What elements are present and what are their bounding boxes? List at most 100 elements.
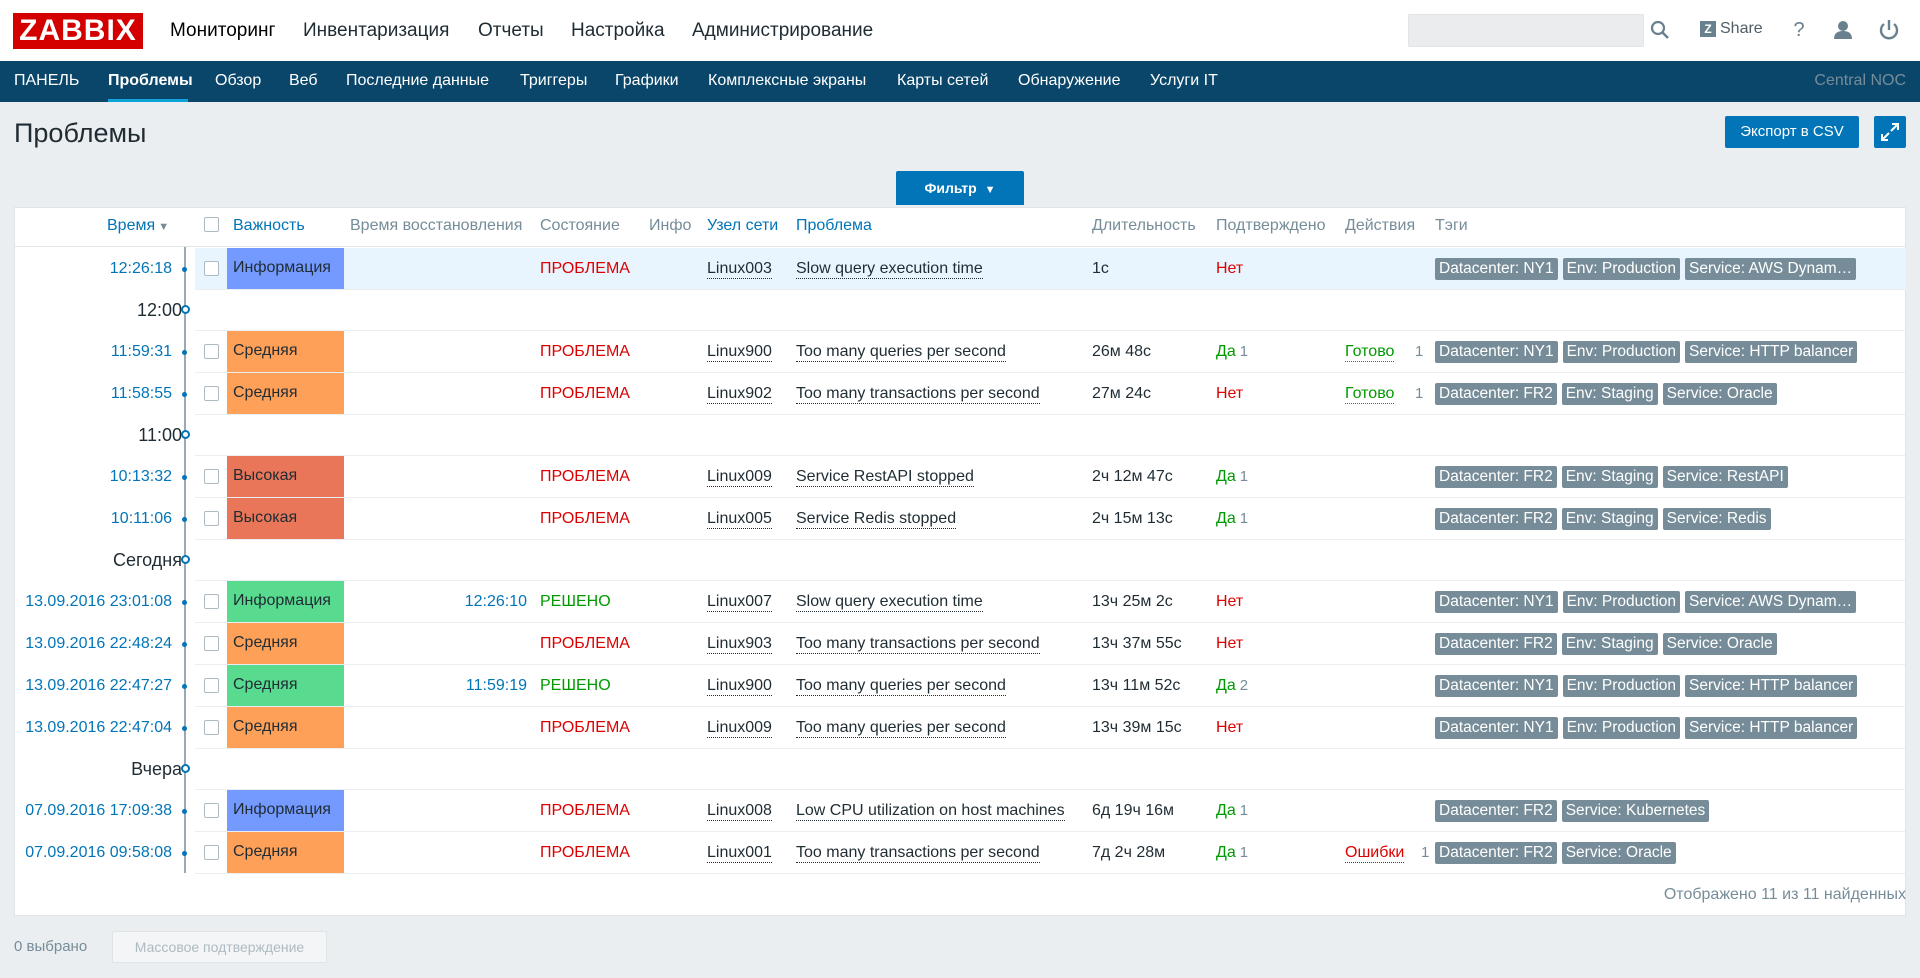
row-time[interactable]: 13.09.2016 22:48:24 <box>25 635 172 652</box>
host-link[interactable]: Linux005 <box>707 510 772 529</box>
problem-link[interactable]: Too many transactions per second <box>796 635 1040 654</box>
col-host[interactable]: Узел сети <box>707 217 779 234</box>
tag-badge[interactable]: Datacenter: FR2 <box>1435 800 1557 822</box>
row-checkbox[interactable] <box>204 720 219 735</box>
fullscreen-button[interactable] <box>1874 116 1906 148</box>
tag-badge[interactable]: Datacenter: NY1 <box>1435 675 1558 697</box>
row-time[interactable]: 10:13:32 <box>109 468 172 485</box>
tag-badge[interactable]: Env: Staging <box>1561 508 1658 530</box>
export-csv-button[interactable]: Экспорт в CSV <box>1725 116 1859 148</box>
problem-link[interactable]: Service Redis stopped <box>796 510 957 529</box>
tag-badge[interactable]: Datacenter: NY1 <box>1435 717 1558 739</box>
tag-badge[interactable]: Env: Staging <box>1561 466 1658 488</box>
host-link[interactable]: Linux903 <box>707 635 772 654</box>
host-link[interactable]: Linux009 <box>707 719 772 738</box>
host-link[interactable]: Linux008 <box>707 802 772 821</box>
action-status-link[interactable]: Готово <box>1345 385 1395 404</box>
menu-monitoring[interactable]: Мониторинг <box>170 20 276 41</box>
host-link[interactable]: Linux900 <box>707 343 772 362</box>
sub-graphs[interactable]: Графики <box>615 72 679 89</box>
problem-row[interactable]: 10:11:06 Высокая ПРОБЛЕМА Linux005 Service R… <box>14 498 1906 540</box>
row-time[interactable]: 07.09.2016 09:58:08 <box>25 844 172 861</box>
sub-latest-data[interactable]: Последние данные <box>346 72 490 89</box>
sub-screens[interactable]: Комплексные экраны <box>708 72 867 89</box>
col-severity[interactable]: Важность <box>233 217 305 234</box>
tag-badge[interactable]: Datacenter: FR2 <box>1435 508 1557 530</box>
problem-row[interactable]: 11:59:31 Средняя ПРОБЛЕМА Linux900 Too many … <box>14 331 1906 373</box>
problem-link[interactable]: Too many queries per second <box>796 719 1006 738</box>
ack-link[interactable]: Да 1 <box>1216 802 1248 820</box>
problem-row[interactable]: 11:58:55 Средняя ПРОБЛЕМА Linux902 Too many … <box>14 373 1906 415</box>
host-link[interactable]: Linux007 <box>707 593 772 612</box>
sub-maps[interactable]: Карты сетей <box>897 72 989 89</box>
user-profile-icon[interactable] <box>1832 19 1854 41</box>
tag-badge[interactable]: Datacenter: FR2 <box>1435 466 1557 488</box>
row-checkbox[interactable] <box>204 261 219 276</box>
row-checkbox[interactable] <box>204 636 219 651</box>
menu-inventory[interactable]: Инвентаризация <box>303 20 450 41</box>
problem-link[interactable]: Too many transactions per second <box>796 844 1040 863</box>
action-status-link[interactable]: Готово <box>1345 343 1395 362</box>
host-link[interactable]: Linux003 <box>707 260 772 279</box>
tag-badge[interactable]: Datacenter: NY1 <box>1435 341 1558 363</box>
host-link[interactable]: Linux001 <box>707 844 772 863</box>
ack-link[interactable]: Да 1 <box>1216 343 1248 361</box>
row-checkbox[interactable] <box>204 678 219 693</box>
row-checkbox[interactable] <box>204 386 219 401</box>
row-checkbox[interactable] <box>204 594 219 609</box>
action-status-link[interactable]: Ошибки <box>1345 844 1405 863</box>
host-link[interactable]: Linux902 <box>707 385 772 404</box>
sub-dashboard[interactable]: ПАНЕЛЬ <box>14 72 80 89</box>
zabbix-logo[interactable]: ZABBIX <box>13 13 143 49</box>
tag-badge[interactable]: Env: Staging <box>1561 383 1658 405</box>
row-time[interactable]: 13.09.2016 23:01:08 <box>25 593 172 610</box>
ack-link[interactable]: Нет <box>1216 385 1247 403</box>
host-link[interactable]: Linux009 <box>707 468 772 487</box>
row-time[interactable]: 13.09.2016 22:47:27 <box>25 677 172 694</box>
tag-badge[interactable]: Datacenter: NY1 <box>1435 258 1558 280</box>
problem-link[interactable]: Service RestAPI stopped <box>796 468 974 487</box>
select-all-checkbox[interactable] <box>204 217 219 232</box>
tag-badge[interactable]: Service: Oracle <box>1662 383 1777 405</box>
search-input[interactable] <box>1408 14 1644 47</box>
tag-badge[interactable]: Datacenter: NY1 <box>1435 591 1558 613</box>
tag-badge[interactable]: Datacenter: FR2 <box>1435 842 1557 864</box>
row-checkbox[interactable] <box>204 469 219 484</box>
row-checkbox[interactable] <box>204 511 219 526</box>
problem-link[interactable]: Slow query execution time <box>796 260 983 279</box>
problem-row[interactable]: 13.09.2016 22:47:04 Средняя ПРОБЛЕМА Linux0… <box>14 707 1906 749</box>
problem-link[interactable]: Too many queries per second <box>796 343 1006 362</box>
tag-badge[interactable]: Env: Production <box>1562 341 1681 363</box>
row-checkbox[interactable] <box>204 803 219 818</box>
tag-badge[interactable]: Env: Production <box>1562 591 1681 613</box>
tag-badge[interactable]: Service: Oracle <box>1662 633 1777 655</box>
sub-discovery[interactable]: Обнаружение <box>1018 72 1121 89</box>
row-time[interactable]: 12:26:18 <box>109 260 172 277</box>
search-icon[interactable] <box>1650 20 1670 40</box>
sub-triggers[interactable]: Триггеры <box>520 72 588 89</box>
row-checkbox[interactable] <box>204 845 219 860</box>
tag-badge[interactable]: Env: Production <box>1562 717 1681 739</box>
problem-link[interactable]: Too many transactions per second <box>796 385 1040 404</box>
problem-link[interactable]: Slow query execution time <box>796 593 983 612</box>
problem-row[interactable]: 13.09.2016 22:47:27 Средняя 11:59:19 РЕШЕНО… <box>14 665 1906 707</box>
menu-administration[interactable]: Администрирование <box>692 20 874 41</box>
problem-row[interactable]: 12:26:18 Информация ПРОБЛЕМА Linux003 Slow q… <box>14 248 1906 290</box>
tag-badge[interactable]: Env: Production <box>1562 675 1681 697</box>
row-checkbox[interactable] <box>204 344 219 359</box>
menu-configuration[interactable]: Настройка <box>571 20 665 41</box>
recovery-time[interactable]: 11:59:19 <box>465 677 527 694</box>
ack-link[interactable]: Нет <box>1216 719 1247 737</box>
ack-link[interactable]: Нет <box>1216 260 1247 278</box>
tag-badge[interactable]: Service: HTTP balancer <box>1685 341 1858 363</box>
recovery-time[interactable]: 12:26:10 <box>464 593 527 610</box>
sub-overview[interactable]: Обзор <box>215 72 262 89</box>
tag-badge[interactable]: Env: Staging <box>1561 633 1658 655</box>
ack-link[interactable]: Да 1 <box>1216 510 1248 528</box>
tag-badge[interactable]: Service: AWS Dynam… <box>1685 591 1857 613</box>
tag-badge[interactable]: Service: RestAPI <box>1662 466 1788 488</box>
share-button[interactable]: Z Share <box>1700 20 1763 38</box>
row-time[interactable]: 07.09.2016 17:09:38 <box>25 802 172 819</box>
col-time[interactable]: Время ▼ <box>107 217 169 235</box>
ack-link[interactable]: Да 1 <box>1216 844 1248 862</box>
